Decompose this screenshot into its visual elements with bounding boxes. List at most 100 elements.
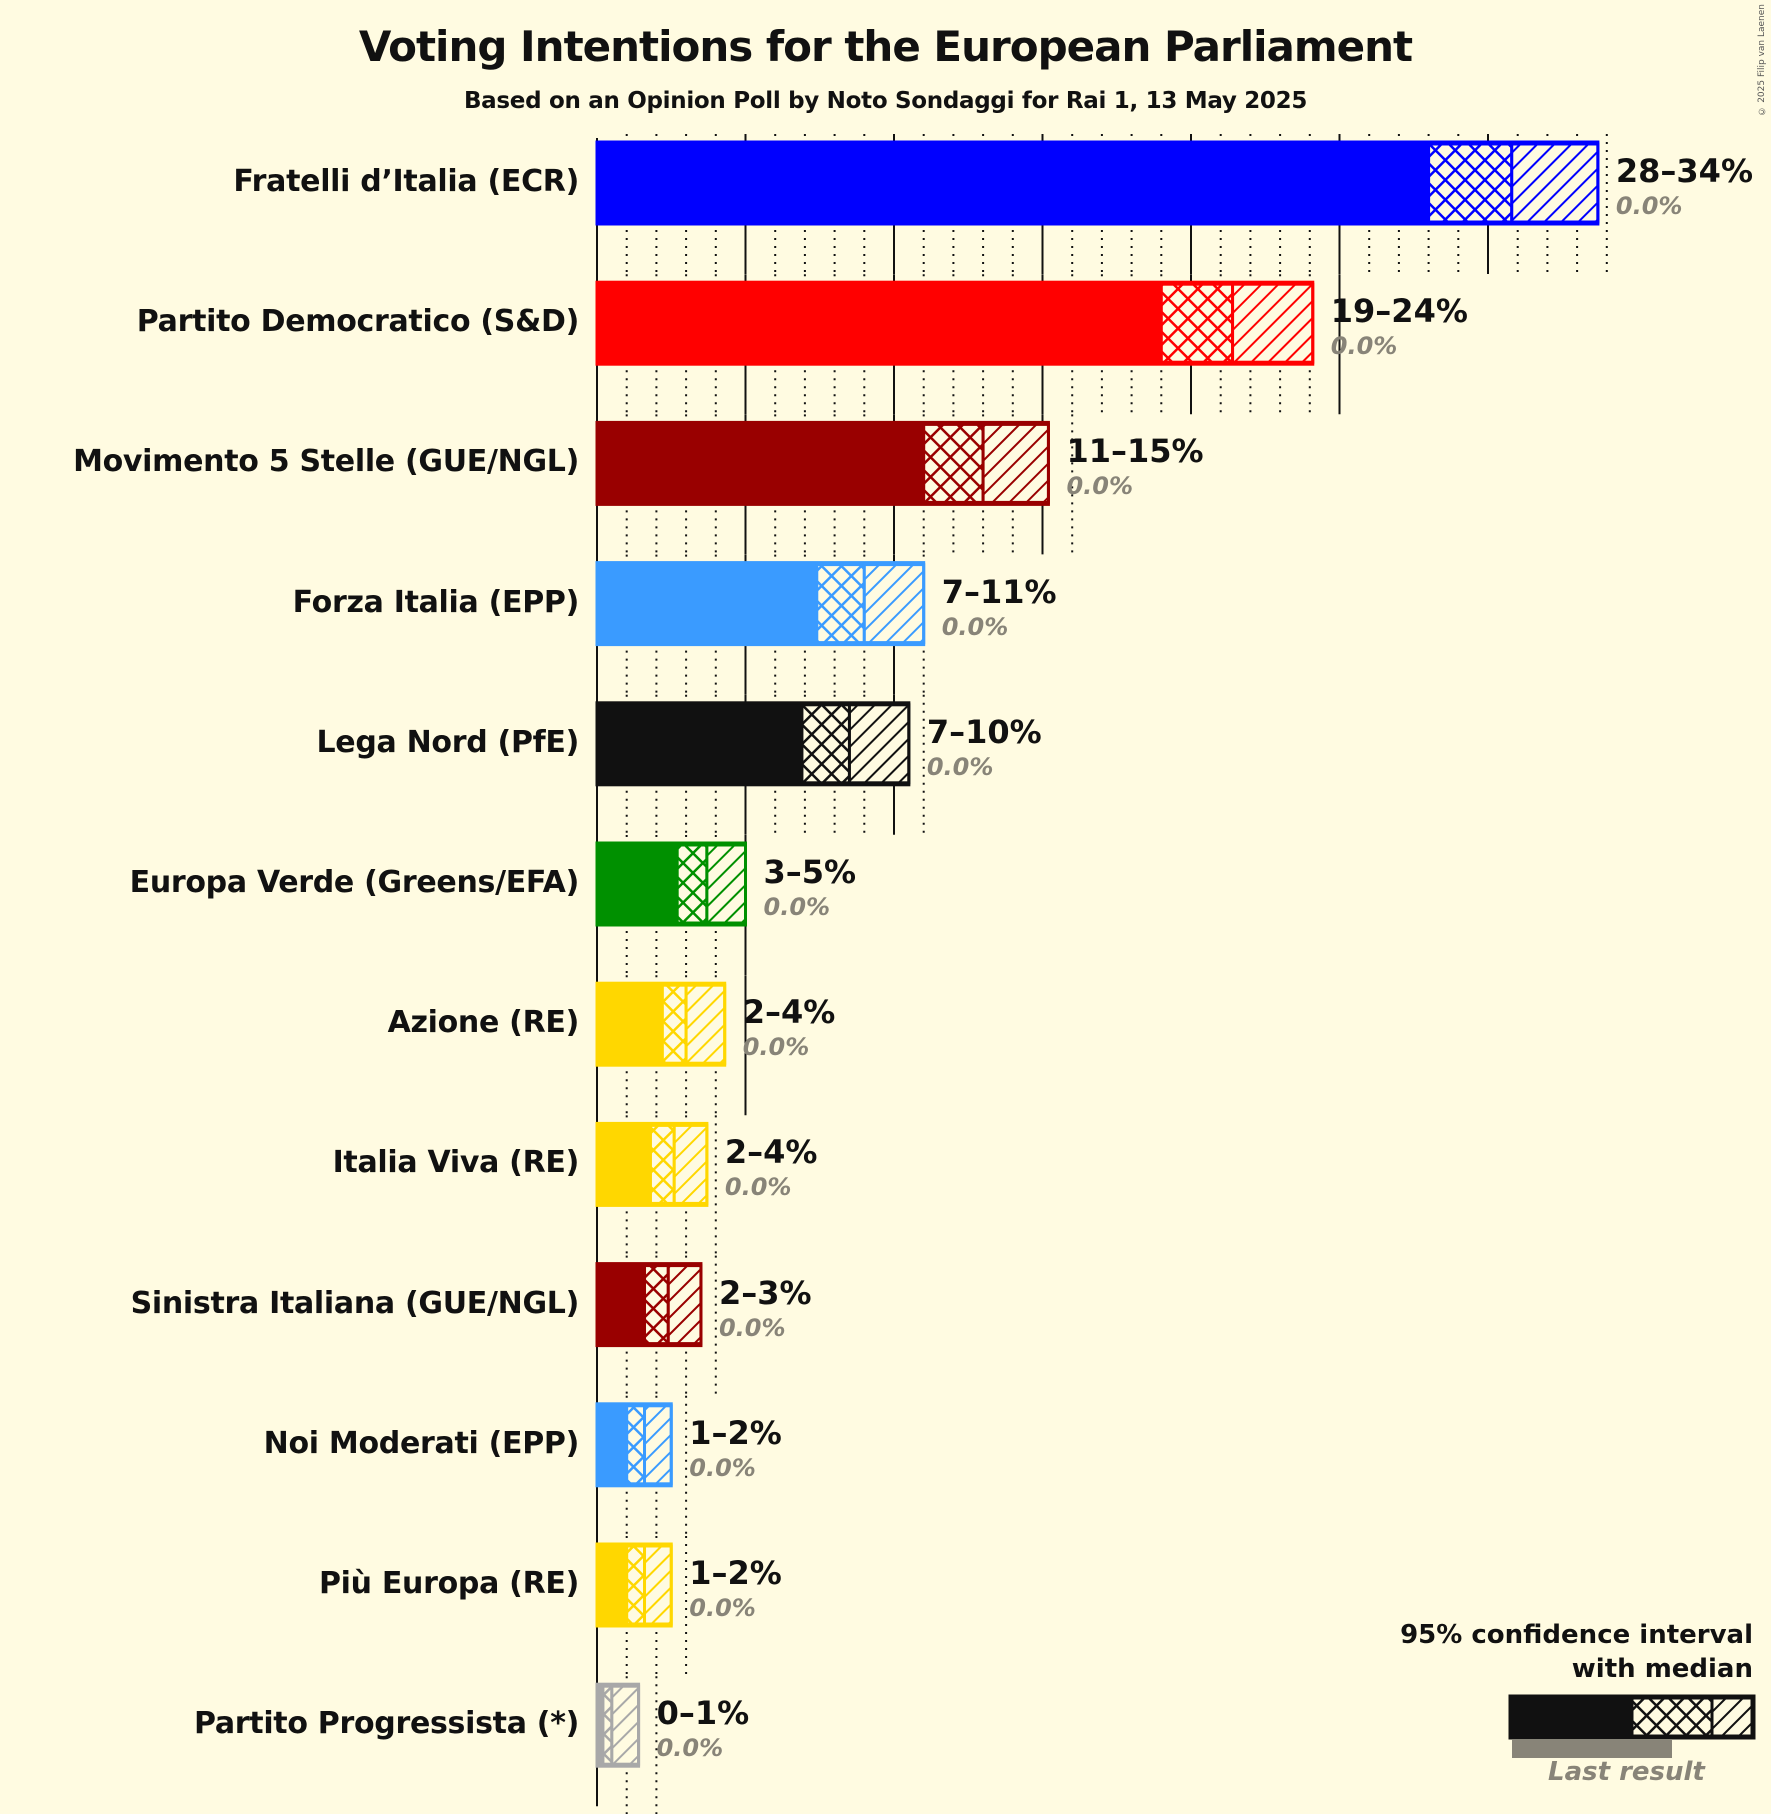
bar-ci-lower xyxy=(1427,142,1514,224)
last-result-label: 0.0% xyxy=(718,1313,786,1342)
bar-ci-upper xyxy=(672,1123,709,1205)
bar-ci-upper xyxy=(862,563,926,645)
last-result-label: 0.0% xyxy=(656,1734,724,1763)
bar-outline xyxy=(595,420,1050,506)
bar-outline xyxy=(595,1121,709,1207)
range-label: 2–4% xyxy=(742,993,836,1032)
bar-group xyxy=(595,1682,641,1768)
range-label: 1–2% xyxy=(689,1413,782,1452)
bar-group xyxy=(595,1262,703,1348)
last-result-label: 0.0% xyxy=(1066,472,1133,501)
bar-outline xyxy=(595,140,1600,226)
bar-ci-lower xyxy=(800,703,851,785)
bar-outline xyxy=(595,1262,703,1348)
bar-ci-lower xyxy=(815,563,866,645)
bar-solid xyxy=(597,843,678,925)
bar-ci-upper xyxy=(1231,282,1315,364)
bar-group xyxy=(595,420,1050,506)
legend-swatch xyxy=(1508,1694,1756,1758)
bar-solid xyxy=(597,702,802,785)
bar-ci-lower xyxy=(625,1544,647,1626)
bar-ci-lower xyxy=(922,422,985,504)
bar-ci-upper xyxy=(847,703,911,785)
bar-ci-lower xyxy=(660,983,688,1065)
bar-ci-upper xyxy=(684,983,727,1065)
range-label: 1–2% xyxy=(689,1554,782,1592)
last-result-label: 0.0% xyxy=(941,612,1009,641)
party-label: Fratelli d’Italia (ECR) xyxy=(233,164,579,199)
bar-outline xyxy=(595,561,926,647)
party-label: Azione (RE) xyxy=(387,1005,580,1041)
party-label: Italia Viva (RE) xyxy=(332,1145,580,1181)
bar-solid xyxy=(597,422,924,505)
legend-last-result: Last result xyxy=(1548,1757,1705,1787)
last-result-label: 0.0% xyxy=(689,1453,756,1482)
bar-ci-upper xyxy=(643,1544,673,1626)
legend-line-2: with median xyxy=(1571,1654,1753,1684)
party-label: Noi Moderati (EPP) xyxy=(263,1425,580,1461)
chart-subtitle: Based on an Opinion Poll by Noto Sondagg… xyxy=(463,88,1308,114)
bar-solid xyxy=(597,1263,645,1346)
bar-ci-lower xyxy=(643,1264,670,1346)
last-result-label: 0.0% xyxy=(1330,332,1398,361)
bar-solid xyxy=(597,1123,651,1206)
party-label: Lega Nord (PfE) xyxy=(316,724,579,760)
bar-solid xyxy=(597,1403,627,1486)
party-label: Più Europa (RE) xyxy=(318,1566,579,1601)
bar-ci-upper xyxy=(981,422,1050,504)
bar-solid xyxy=(597,983,663,1066)
range-label: 7–11% xyxy=(941,572,1057,611)
last-result-label: 0.0% xyxy=(724,1173,792,1202)
bar-ci-upper xyxy=(643,1404,673,1486)
legend-title: 95% confidence interval with median xyxy=(1400,1618,1753,1686)
bar-ci-lower xyxy=(648,1123,676,1205)
last-result-label: 0.0% xyxy=(689,1594,756,1622)
bar-group xyxy=(595,1542,673,1628)
bar-ci-upper xyxy=(610,1684,641,1766)
bar-ci-upper xyxy=(666,1264,703,1346)
bar-outline xyxy=(595,280,1315,366)
last-result-label: 0.0% xyxy=(742,1033,810,1062)
bar-ci-upper xyxy=(1510,142,1600,224)
bar-solid xyxy=(597,1684,603,1767)
last-result-label: 0.0% xyxy=(763,893,831,921)
party-label: Sinistra Italiana (GUE/NGL) xyxy=(130,1285,580,1321)
party-label: Europa Verde (Greens/EFA) xyxy=(129,865,580,900)
range-label: 28–34% xyxy=(1615,152,1753,190)
bar-group xyxy=(595,561,926,647)
bar-group xyxy=(595,981,727,1067)
party-label: Forza Italia (EPP) xyxy=(292,584,580,620)
bar-solid xyxy=(597,562,817,645)
range-label: 2–4% xyxy=(724,1133,818,1172)
bar-outline xyxy=(595,1682,641,1768)
bar-group xyxy=(595,701,911,787)
bar-solid xyxy=(597,282,1162,365)
bar-ci-lower xyxy=(625,1404,647,1486)
bar-group xyxy=(595,841,748,927)
range-label: 2–3% xyxy=(718,1273,812,1312)
bar-outline xyxy=(595,1542,673,1628)
party-label: Partito Democratico (S&D) xyxy=(136,304,580,340)
bar-group xyxy=(595,280,1315,366)
range-label: 3–5% xyxy=(763,853,857,891)
last-result-label: 0.0% xyxy=(1615,192,1683,220)
bar-group xyxy=(595,140,1600,226)
bar-solid xyxy=(597,142,1429,224)
bar-ci-upper xyxy=(705,843,748,925)
chart-title: Voting Intentions for the European Parli… xyxy=(358,22,1413,71)
legend-line-1: 95% confidence interval xyxy=(1400,1620,1753,1650)
bar-outline xyxy=(595,981,727,1067)
bar-outline xyxy=(595,701,911,787)
last-result-label: 0.0% xyxy=(926,752,994,781)
bar-solid xyxy=(597,1544,627,1626)
range-label: 19–24% xyxy=(1330,292,1468,331)
bar-ci-lower xyxy=(1159,282,1235,364)
bar-outline xyxy=(595,1402,673,1488)
party-label: Movimento 5 Stelle (GUE/NGL) xyxy=(73,444,579,480)
bar-ci-lower xyxy=(675,843,709,925)
bar-group xyxy=(595,1402,673,1488)
range-label: 11–15% xyxy=(1066,432,1204,471)
bar-outline xyxy=(595,841,747,927)
party-label: Partito Progressista (*) xyxy=(193,1706,579,1742)
